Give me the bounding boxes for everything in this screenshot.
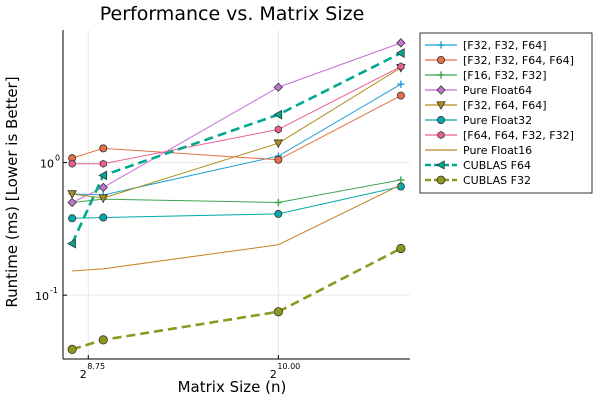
series-9 bbox=[67, 243, 406, 354]
series-line bbox=[72, 179, 401, 203]
chart-title: Performance vs. Matrix Size bbox=[100, 3, 365, 25]
legend-label: [F64, F64, F32, F32] bbox=[463, 129, 574, 142]
series-line bbox=[72, 66, 402, 165]
svg-text:-1: -1 bbox=[50, 286, 58, 295]
legend-item: [F32, F32, F64] bbox=[425, 39, 547, 52]
series-8 bbox=[67, 48, 405, 249]
svg-text:0: 0 bbox=[55, 154, 60, 163]
data-point bbox=[395, 48, 405, 58]
legend-label: [F32, F32, F64] bbox=[463, 39, 547, 52]
legend-label: CUBLAS F64 bbox=[463, 159, 531, 172]
legend-item: CUBLAS F64 bbox=[425, 159, 531, 172]
legend-label: [F32, F64, F64] bbox=[463, 99, 547, 112]
data-point bbox=[273, 307, 283, 317]
legend-item: Pure Float32 bbox=[425, 114, 532, 127]
legend-marker bbox=[436, 56, 445, 65]
legend-marker bbox=[436, 160, 445, 170]
y-axis-label: Runtime (ms) [Lower is Better] bbox=[3, 76, 21, 307]
legend-item: Pure Float16 bbox=[425, 144, 532, 157]
data-point bbox=[397, 80, 405, 88]
series-1 bbox=[68, 91, 405, 164]
data-point bbox=[397, 176, 405, 184]
data-point bbox=[396, 243, 406, 254]
data-point bbox=[397, 62, 405, 71]
series-line bbox=[71, 95, 402, 161]
data-point bbox=[67, 197, 77, 208]
legend-marker bbox=[436, 116, 445, 125]
data-point bbox=[273, 109, 283, 120]
series-line bbox=[71, 247, 402, 351]
data-point bbox=[99, 213, 108, 222]
y-tick-label: 10 -1 bbox=[35, 286, 58, 303]
data-point bbox=[274, 198, 282, 207]
legend-label: Pure Float64 bbox=[463, 84, 532, 97]
legend-marker bbox=[437, 41, 445, 49]
series-line bbox=[72, 186, 401, 219]
svg-text:10: 10 bbox=[35, 290, 49, 303]
data-point bbox=[68, 214, 77, 223]
legend-item: Pure Float64 bbox=[425, 84, 532, 97]
x-tick-label: 210.00 bbox=[270, 362, 300, 381]
data-point bbox=[67, 190, 77, 199]
svg-text:10: 10 bbox=[40, 158, 54, 171]
data-point bbox=[99, 144, 108, 153]
data-point bbox=[274, 125, 282, 134]
legend-marker bbox=[436, 101, 446, 110]
series-6 bbox=[68, 62, 405, 168]
data-point bbox=[67, 238, 76, 249]
series-line bbox=[72, 83, 402, 196]
data-point bbox=[396, 91, 405, 100]
series-3 bbox=[67, 38, 406, 208]
data-point bbox=[67, 344, 77, 354]
legend-label: CUBLAS F32 bbox=[463, 174, 531, 187]
series-4 bbox=[67, 63, 406, 203]
data-point bbox=[98, 335, 108, 345]
legend-marker bbox=[436, 175, 446, 185]
data-point bbox=[98, 170, 108, 181]
data-point bbox=[68, 159, 76, 168]
data-point bbox=[98, 194, 109, 203]
legend-marker bbox=[436, 85, 446, 95]
y-tick-label: 10 0 bbox=[40, 154, 60, 171]
data-point bbox=[273, 82, 284, 92]
series-line bbox=[72, 67, 402, 199]
plot-area bbox=[67, 38, 406, 354]
x-axis-label: Matrix Size (n) bbox=[178, 378, 287, 396]
x-tick-label: 28.75 bbox=[80, 362, 105, 381]
data-point bbox=[273, 139, 284, 149]
series-7 bbox=[72, 184, 402, 272]
data-point bbox=[99, 159, 107, 168]
series-line bbox=[72, 184, 402, 272]
legend-item: [F16, F32, F32] bbox=[425, 69, 547, 82]
svg-text:2: 2 bbox=[80, 368, 87, 381]
series-line bbox=[70, 51, 402, 245]
legend-label: [F16, F32, F32] bbox=[463, 69, 547, 82]
legend-item: [F32, F32, F64, F64] bbox=[425, 54, 574, 67]
data-point bbox=[396, 38, 406, 48]
data-point bbox=[274, 155, 283, 164]
svg-text:10.00: 10.00 bbox=[277, 362, 300, 371]
svg-text:8.75: 8.75 bbox=[87, 362, 105, 371]
data-point bbox=[274, 209, 283, 218]
legend-item: [F64, F64, F32, F32] bbox=[425, 129, 574, 142]
series-0 bbox=[68, 80, 405, 199]
legend-item: [F32, F64, F64] bbox=[425, 99, 547, 112]
legend-label: Pure Float16 bbox=[463, 144, 532, 157]
legend-label: [F32, F32, F64, F64] bbox=[463, 54, 574, 67]
svg-text:2: 2 bbox=[270, 368, 277, 381]
legend-marker bbox=[437, 71, 445, 79]
series-line bbox=[71, 42, 402, 203]
series-5 bbox=[68, 182, 405, 223]
legend-label: Pure Float32 bbox=[463, 114, 532, 127]
legend-item: CUBLAS F32 bbox=[425, 174, 531, 187]
data-point bbox=[98, 182, 108, 193]
legend-marker bbox=[437, 130, 445, 140]
legend: [F32, F32, F64] [F32, F32, F64, F64] [F16,… bbox=[419, 32, 593, 194]
